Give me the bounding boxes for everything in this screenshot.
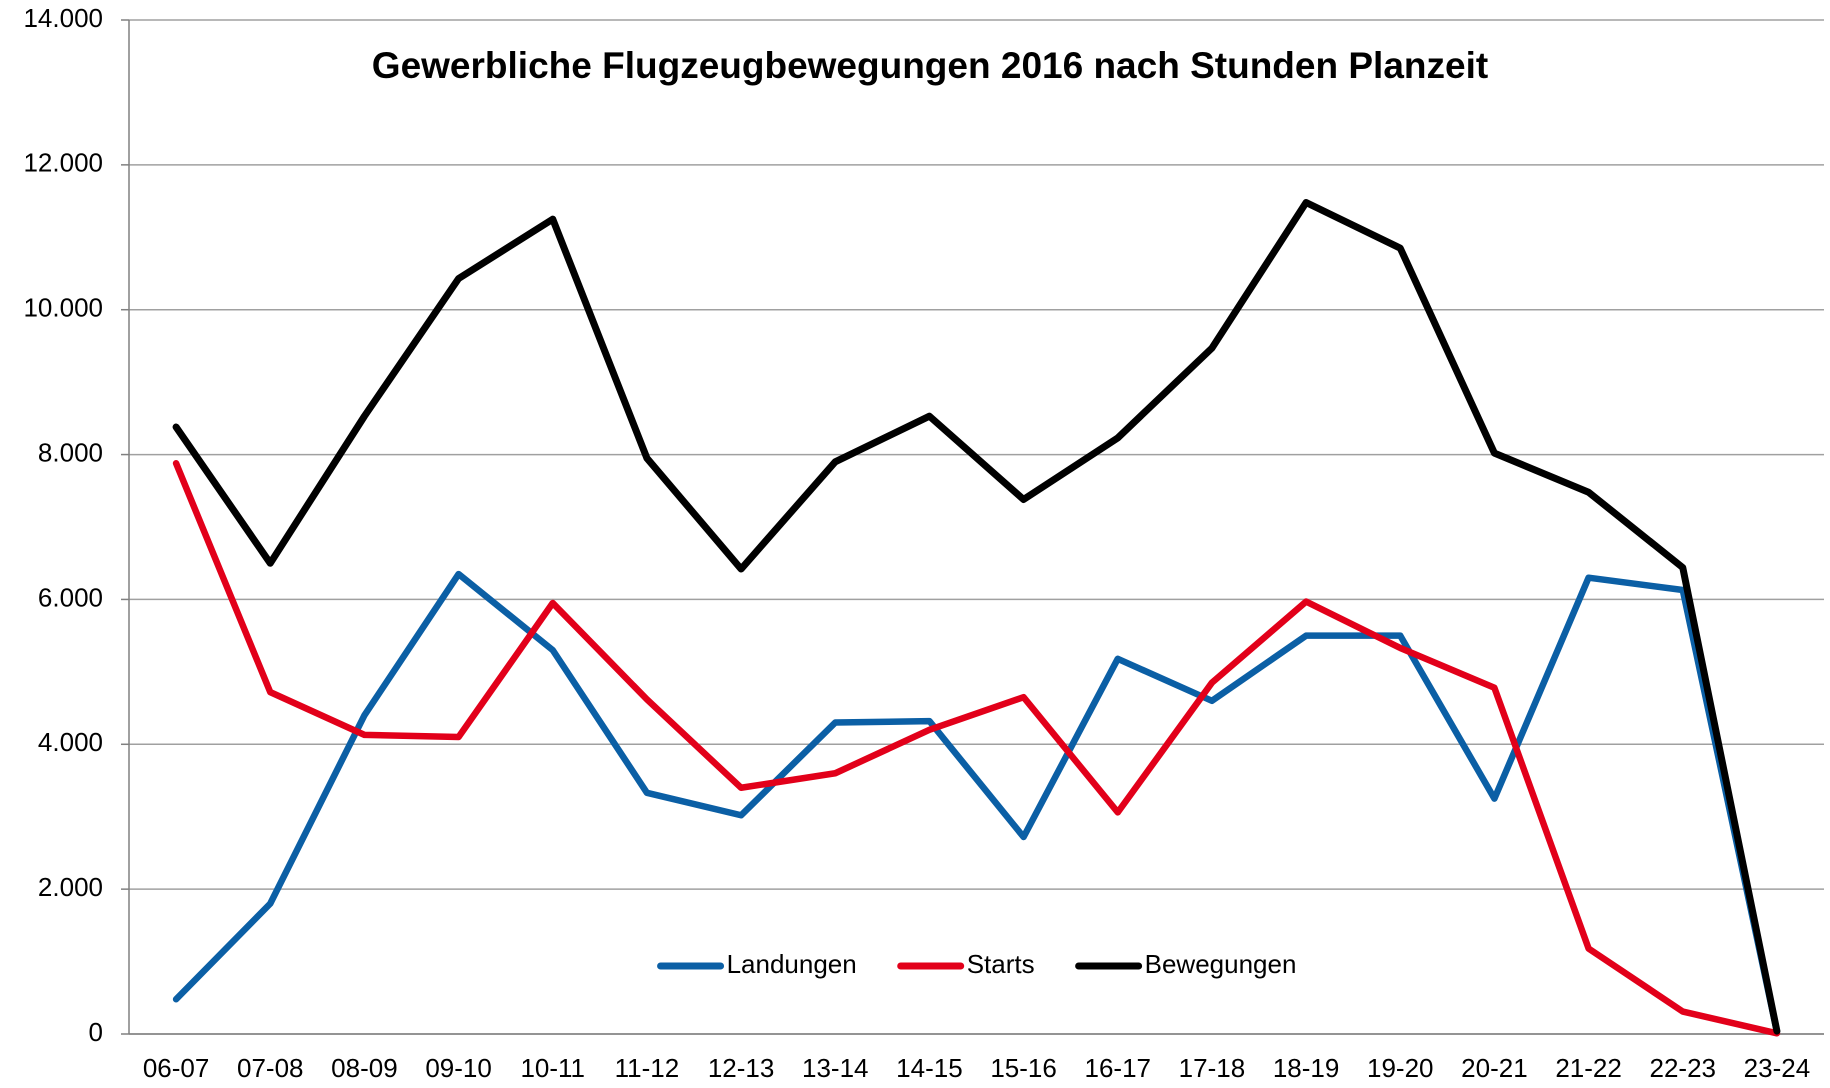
x-tick-label: 15-16 <box>990 1053 1057 1083</box>
x-tick-label: 14-15 <box>896 1053 963 1083</box>
y-tick-label: 0 <box>89 1017 103 1047</box>
x-tick-label: 23-24 <box>1744 1053 1811 1083</box>
legend-label: Landungen <box>727 949 857 979</box>
series-line <box>172 570 1781 1036</box>
x-tick-label: 22-23 <box>1650 1053 1717 1083</box>
x-tick-label: 11-12 <box>615 1053 680 1083</box>
x-tick-label: 21-22 <box>1555 1053 1622 1083</box>
x-tick-label: 08-09 <box>331 1053 398 1083</box>
x-tick-label: 20-21 <box>1461 1053 1528 1083</box>
y-tick-label: 14.000 <box>23 3 103 33</box>
x-tick-label: 10-11 <box>520 1053 585 1083</box>
legend-item: Landungen <box>657 949 857 979</box>
series-line <box>172 199 1781 1035</box>
series-line <box>172 460 1781 1037</box>
y-tick-label: 12.000 <box>23 148 103 178</box>
x-tick-label: 19-20 <box>1367 1053 1434 1083</box>
y-tick-label: 4.000 <box>38 727 103 757</box>
x-tick-label: 09-10 <box>425 1053 492 1083</box>
x-tick-label: 12-13 <box>708 1053 775 1083</box>
chart-title: Gewerbliche Flugzeugbewegungen 2016 nach… <box>372 45 1488 86</box>
y-tick-label: 2.000 <box>38 872 103 902</box>
y-tick-label: 10.000 <box>23 293 103 323</box>
x-tick-label: 13-14 <box>802 1053 869 1083</box>
x-tick-label: 16-17 <box>1085 1053 1152 1083</box>
legend-item: Bewegungen <box>1075 949 1297 979</box>
legend-item: Starts <box>897 949 1035 979</box>
legend-label: Starts <box>967 949 1035 979</box>
x-tick-label: 07-08 <box>237 1053 304 1083</box>
x-tick-label: 18-19 <box>1273 1053 1340 1083</box>
x-tick-label: 06-07 <box>143 1053 210 1083</box>
y-tick-label: 6.000 <box>38 582 103 612</box>
y-tick-label: 8.000 <box>38 437 103 467</box>
x-tick-label: 17-18 <box>1179 1053 1246 1083</box>
legend-label: Bewegungen <box>1145 949 1297 979</box>
